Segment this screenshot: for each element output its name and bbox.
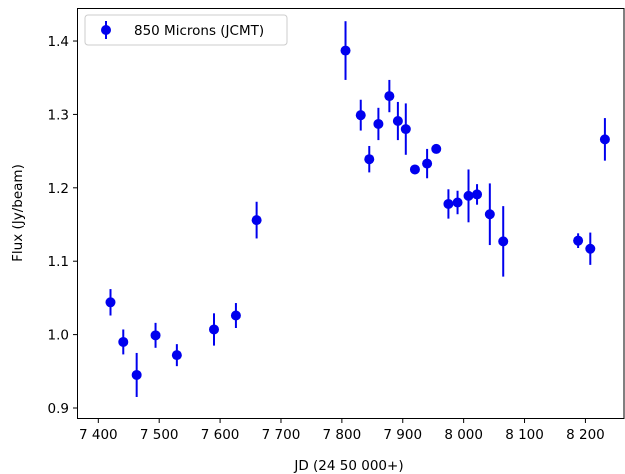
x-tick-label: 7 500 bbox=[140, 427, 179, 443]
y-tick-label: 1.0 bbox=[48, 328, 69, 344]
data-point bbox=[230, 310, 241, 321]
x-tick-label: 7 600 bbox=[201, 427, 240, 443]
plot-frame bbox=[77, 8, 625, 419]
data-point bbox=[131, 369, 142, 380]
data-point bbox=[422, 158, 433, 169]
data-point bbox=[373, 118, 384, 129]
y-tick-label: 1.3 bbox=[48, 107, 69, 123]
data-point bbox=[573, 235, 584, 246]
legend-label: 850 Microns (JCMT) bbox=[134, 23, 264, 39]
data-point bbox=[209, 324, 219, 335]
data-point bbox=[472, 189, 483, 200]
x-tick-label: 8 000 bbox=[444, 427, 483, 443]
y-tick-label: 0.9 bbox=[48, 401, 69, 417]
data-point bbox=[364, 154, 375, 165]
legend-box bbox=[84, 14, 288, 46]
x-tick-label: 7 800 bbox=[323, 427, 362, 443]
y-axis-label: Flux (Jy/beam) bbox=[10, 164, 26, 262]
x-tick-label: 8 200 bbox=[566, 427, 605, 443]
y-tick-label: 1.1 bbox=[48, 254, 69, 270]
data-point bbox=[431, 143, 442, 154]
x-tick-label: 8 100 bbox=[505, 427, 544, 443]
data-point bbox=[384, 91, 395, 102]
data-point bbox=[392, 116, 403, 127]
data-point bbox=[150, 330, 161, 341]
x-tick-label: 7 900 bbox=[383, 427, 422, 443]
legend: 850 Microns (JCMT) bbox=[84, 14, 288, 46]
data-point bbox=[105, 297, 116, 308]
y-tick-label: 1.2 bbox=[48, 181, 69, 197]
data-point bbox=[443, 198, 454, 209]
data-point bbox=[498, 236, 509, 247]
y-tick-label: 1.4 bbox=[48, 34, 69, 50]
x-axis-label: JD (24 50 000+) bbox=[293, 458, 403, 474]
data-point bbox=[599, 134, 610, 145]
data-layer bbox=[105, 21, 610, 397]
data-point bbox=[251, 215, 262, 226]
data-point bbox=[452, 197, 463, 208]
data-point bbox=[585, 243, 596, 254]
data-point bbox=[400, 124, 411, 135]
x-tick-label: 7 700 bbox=[262, 427, 301, 443]
data-point bbox=[355, 110, 366, 121]
data-point bbox=[340, 45, 351, 56]
data-point bbox=[409, 164, 420, 175]
ticks-layer: 7 400 7 500 7 600 7 700 7 800 7 900 8 000 8 100… bbox=[48, 34, 605, 443]
legend-marker bbox=[101, 25, 111, 35]
data-point bbox=[171, 350, 182, 361]
data-point bbox=[484, 209, 495, 220]
data-point bbox=[463, 190, 474, 201]
data-point bbox=[118, 336, 129, 347]
x-tick-label: 7 400 bbox=[79, 427, 118, 443]
